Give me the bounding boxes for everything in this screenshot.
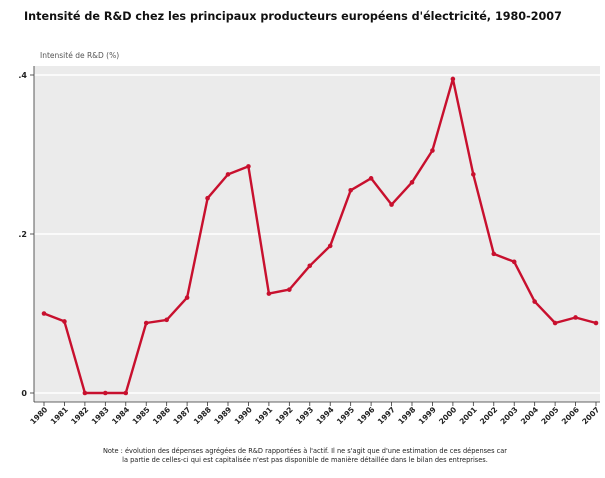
- x-tick-label: 2002: [478, 405, 499, 426]
- data-point: [552, 320, 558, 326]
- x-tick-label: 1991: [253, 405, 274, 426]
- x-tick-label: 2000: [437, 405, 458, 426]
- x-tick-label: 1987: [171, 405, 192, 426]
- data-point: [511, 259, 517, 265]
- x-tick-label: 1992: [274, 405, 295, 426]
- x-tick-label: 1998: [396, 405, 417, 426]
- data-point: [184, 295, 190, 300]
- data-point: [532, 299, 537, 304]
- data-point: [307, 263, 313, 269]
- x-tick-label: 1985: [131, 405, 152, 426]
- x-tick-label: 1986: [151, 405, 172, 426]
- data-point: [327, 243, 333, 249]
- x-tick-label: 1989: [212, 405, 233, 426]
- y-tick-label: .4: [18, 71, 27, 80]
- x-tick-label: 1999: [417, 405, 438, 426]
- x-tick-label: 1980: [28, 405, 49, 426]
- data-point: [287, 287, 292, 292]
- data-point: [123, 390, 129, 396]
- data-point: [82, 390, 88, 396]
- x-tick-label: 1994: [315, 405, 336, 426]
- x-tick-label: 2001: [458, 405, 479, 426]
- x-tick-label: 1995: [335, 405, 356, 426]
- data-point: [348, 187, 353, 193]
- x-tick-label: 2005: [539, 405, 560, 426]
- x-tick-label: 2003: [499, 405, 520, 426]
- data-points: [41, 76, 599, 396]
- data-point: [471, 172, 476, 177]
- x-tick-labels: 1980 1981 1982 1983 1984 1985 1986 1987 1988 1989…: [28, 402, 601, 426]
- data-point: [225, 172, 231, 177]
- x-tick-label: 2006: [560, 405, 581, 426]
- data-point: [409, 180, 415, 185]
- data-point: [41, 311, 47, 316]
- data-point: [205, 195, 210, 201]
- footnote-line-2: la partie de celles-ci qui est capitalis…: [122, 456, 488, 464]
- x-tick-label: 2007: [580, 405, 601, 426]
- data-point: [246, 164, 251, 169]
- data-point: [103, 390, 108, 396]
- y-tick-label: 0: [21, 389, 27, 398]
- data-point: [164, 317, 169, 323]
- data-point: [573, 315, 578, 320]
- series-line: [43, 77, 597, 395]
- data-point: [266, 291, 272, 296]
- grid-lines: [34, 74, 600, 394]
- x-tick-label: 1984: [110, 405, 131, 426]
- x-tick-label: 1996: [355, 405, 376, 426]
- footnote: Note : évolution des dépenses agrégées d…: [10, 447, 600, 465]
- data-point: [368, 176, 374, 181]
- y-tick-labels: 0 .2 .4: [18, 71, 34, 398]
- data-point: [450, 76, 456, 82]
- x-tick-label: 1993: [294, 405, 315, 426]
- x-tick-label: 1988: [192, 405, 213, 426]
- x-tick-label: 1983: [90, 405, 111, 426]
- x-tick-label: 1990: [233, 405, 254, 426]
- chart-title: Intensité de R&D chez les principaux pro…: [24, 10, 562, 23]
- data-point: [593, 320, 599, 326]
- data-point: [143, 320, 149, 326]
- y-tick-label: .2: [18, 230, 27, 239]
- footnote-line-1: Note : évolution des dépenses agrégées d…: [102, 447, 508, 455]
- x-tick-label: 1981: [49, 405, 70, 426]
- x-tick-label: 1997: [376, 405, 397, 426]
- y-axis-label: Intensité de R&D (%): [40, 51, 120, 60]
- data-point: [389, 202, 394, 207]
- x-tick-label: 1982: [69, 405, 90, 426]
- x-tick-label: 2004: [519, 405, 540, 426]
- data-point: [62, 319, 67, 324]
- data-point: [430, 148, 435, 153]
- data-point: [491, 251, 497, 257]
